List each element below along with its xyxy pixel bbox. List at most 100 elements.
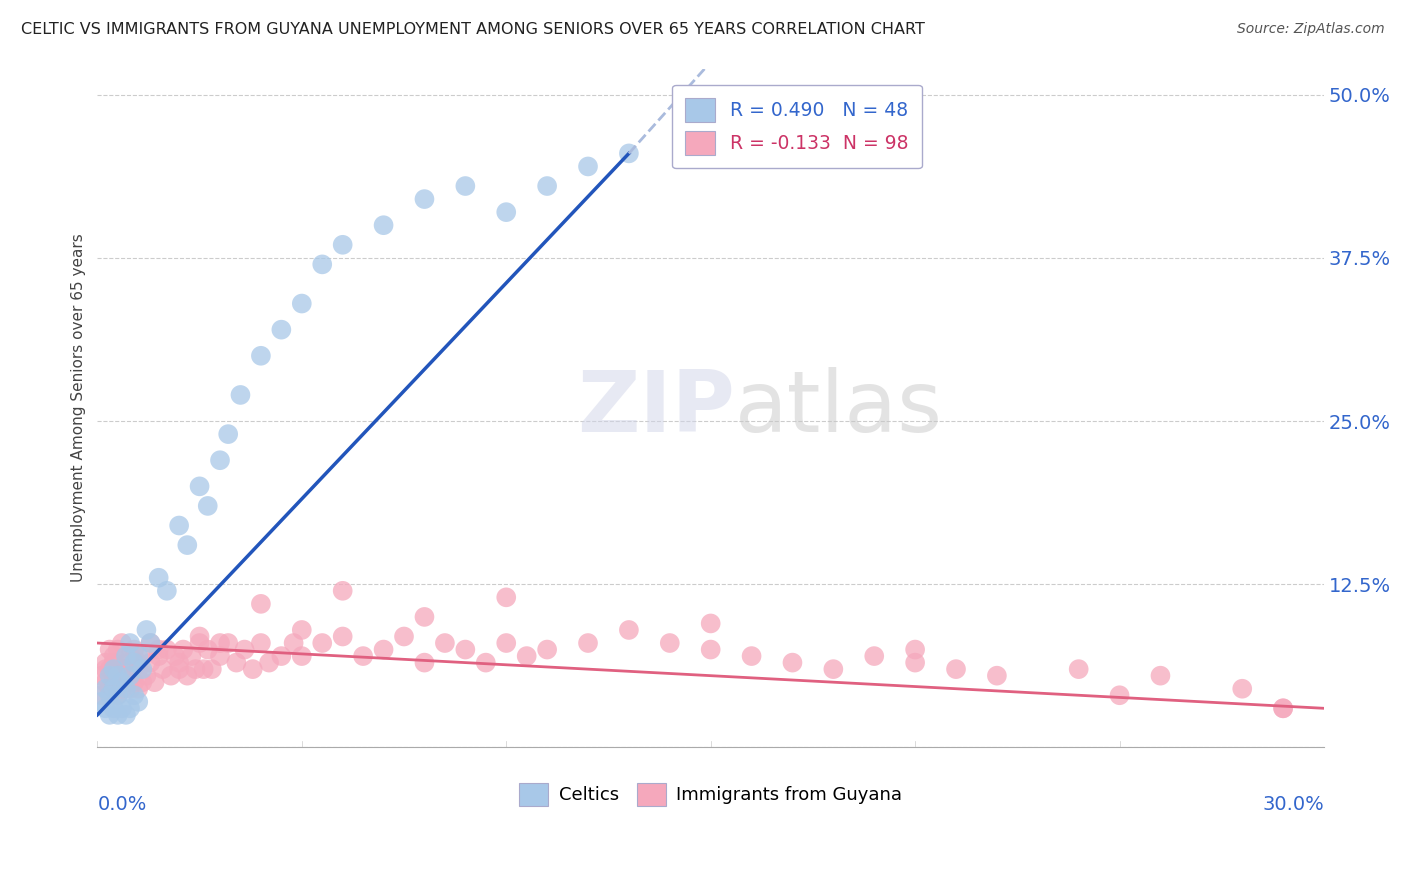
Point [332, 237, 354, 252]
Point [433, 636, 456, 650]
Point [139, 636, 162, 650]
Point [823, 662, 845, 676]
Point [658, 636, 681, 650]
Point [111, 701, 134, 715]
Point [107, 668, 129, 682]
Point [127, 656, 149, 670]
Point [98, 681, 121, 696]
Point [120, 701, 142, 715]
Point [197, 499, 219, 513]
Point [193, 662, 215, 676]
Point [233, 642, 256, 657]
Point [120, 668, 142, 682]
Text: CELTIC VS IMMIGRANTS FROM GUYANA UNEMPLOYMENT AMONG SENIORS OVER 65 YEARS CORREL: CELTIC VS IMMIGRANTS FROM GUYANA UNEMPLO… [21, 22, 925, 37]
Point [250, 349, 273, 363]
Point [148, 642, 170, 657]
Point [576, 160, 599, 174]
Point [107, 688, 129, 702]
Point [741, 649, 763, 664]
Point [904, 642, 927, 657]
Point [699, 616, 721, 631]
Point [180, 649, 202, 664]
Point [413, 610, 436, 624]
Point [152, 662, 174, 676]
Point [98, 642, 121, 657]
Point [945, 662, 967, 676]
Point [863, 649, 886, 664]
Point [107, 662, 129, 676]
Point [131, 649, 153, 664]
Point [115, 656, 138, 670]
Point [115, 707, 138, 722]
Point [122, 642, 145, 657]
Text: 0.0%: 0.0% [97, 795, 146, 814]
Point [160, 668, 183, 682]
Point [98, 688, 121, 702]
Point [131, 662, 153, 676]
Point [291, 296, 314, 310]
Point [131, 675, 153, 690]
Point [291, 623, 314, 637]
Point [107, 707, 129, 722]
Point [208, 453, 231, 467]
Point [139, 636, 162, 650]
Point [188, 479, 211, 493]
Point [139, 656, 162, 670]
Point [111, 636, 134, 650]
Point [225, 656, 247, 670]
Point [127, 695, 149, 709]
Point [986, 668, 1008, 682]
Point [111, 675, 134, 690]
Point [163, 649, 186, 664]
Point [617, 146, 640, 161]
Point [1272, 701, 1295, 715]
Point [122, 675, 145, 690]
Point [197, 642, 219, 657]
Point [201, 662, 224, 676]
Point [536, 179, 558, 194]
Point [167, 662, 190, 676]
Point [1272, 701, 1295, 715]
Point [103, 681, 125, 696]
Text: 30.0%: 30.0% [1263, 795, 1324, 814]
Point [283, 636, 305, 650]
Point [107, 642, 129, 657]
Point [107, 688, 129, 702]
Point [90, 688, 112, 702]
Point [94, 681, 117, 696]
Point [332, 630, 354, 644]
Point [242, 662, 264, 676]
Point [127, 662, 149, 676]
Point [250, 597, 273, 611]
Point [94, 675, 117, 690]
Point [122, 688, 145, 702]
Point [120, 636, 142, 650]
Point [311, 257, 333, 271]
Point [127, 681, 149, 696]
Point [115, 675, 138, 690]
Point [270, 323, 292, 337]
Point [229, 388, 252, 402]
Point [90, 668, 112, 682]
Point [617, 623, 640, 637]
Point [172, 642, 194, 657]
Point [576, 636, 599, 650]
Point [103, 656, 125, 670]
Point [1149, 668, 1171, 682]
Point [111, 668, 134, 682]
Point [208, 636, 231, 650]
Point [156, 642, 179, 657]
Point [373, 642, 395, 657]
Point [98, 668, 121, 682]
Point [176, 538, 198, 552]
Point [782, 656, 804, 670]
Y-axis label: Unemployment Among Seniors over 65 years: Unemployment Among Seniors over 65 years [72, 234, 86, 582]
Point [94, 662, 117, 676]
Point [392, 630, 415, 644]
Point [1108, 688, 1130, 702]
Point [1067, 662, 1090, 676]
Point [188, 630, 211, 644]
Point [475, 656, 498, 670]
Point [148, 571, 170, 585]
Point [352, 649, 374, 664]
